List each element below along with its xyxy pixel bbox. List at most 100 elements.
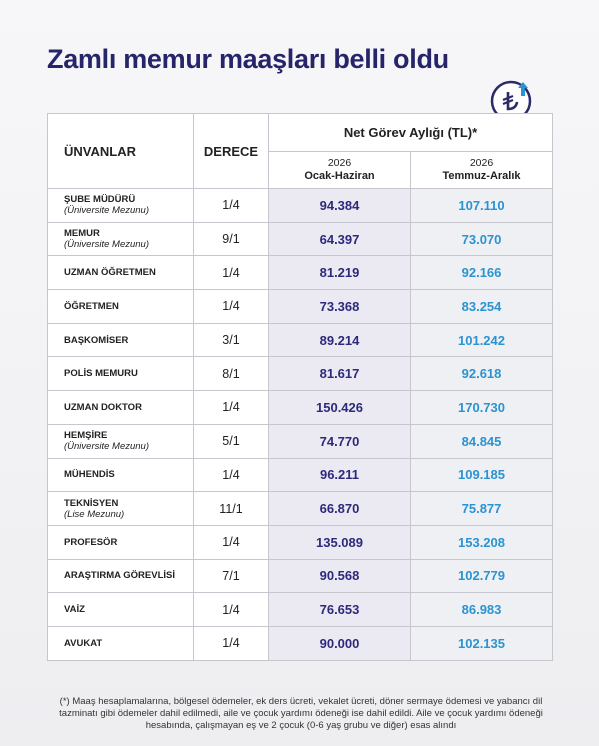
first-half-cell: 94.384	[268, 188, 411, 223]
footnote: (*) Maaş hesaplamalarına, bölgesel ödeme…	[59, 696, 543, 731]
table-row: MÜHENDİS 1/4 96.211 109.185	[47, 457, 554, 493]
grade-cell: 11/1	[193, 491, 269, 526]
table-row: MEMUR (Üniversite Mezunu) 9/1 64.397 73.070	[47, 221, 554, 257]
table-row: TEKNİSYEN (Lise Mezunu) 11/1 66.870 75.877	[47, 491, 554, 526]
lira-icon	[490, 80, 532, 122]
grade-cell: 1/4	[193, 592, 269, 627]
first-half-cell: 90.568	[268, 558, 411, 594]
icon-glyph-bars	[502, 94, 514, 106]
job-subtitle: (Lise Mezunu)	[64, 508, 125, 520]
title-cell: ARAŞTIRMA GÖREVLİSİ	[47, 558, 194, 594]
table-row: ARAŞTIRMA GÖREVLİSİ 7/1 90.568 102.779	[47, 558, 554, 594]
grade-cell: 5/1	[193, 423, 269, 459]
second-half-cell: 107.110	[409, 188, 554, 223]
period-row: 2026 Ocak-Haziran 2026 Temmuz-Aralık	[47, 151, 554, 189]
first-half-cell: 74.770	[268, 423, 411, 459]
icon-glyph	[506, 92, 519, 111]
first-half-cell: 81.219	[268, 255, 411, 291]
title-cell: TEKNİSYEN (Lise Mezunu)	[47, 491, 194, 526]
first-half-cell: 66.870	[268, 491, 411, 526]
title-cell: ŞUBE MÜDÜRÜ (Üniversite Mezunu)	[47, 188, 194, 223]
job-title: MEMUR	[64, 228, 100, 240]
table-row: VAİZ 1/4 76.653 86.983	[47, 592, 554, 627]
table-row: PROFESÖR 1/4 135.089 153.208	[47, 524, 554, 560]
grade-cell: 7/1	[193, 558, 269, 594]
grade-cell: 8/1	[193, 356, 269, 392]
first-half-cell: 90.000	[268, 625, 411, 661]
first-half-cell: 81.617	[268, 356, 411, 392]
title-cell: UZMAN DOKTOR	[47, 390, 194, 425]
second-half-cell: 75.877	[409, 491, 554, 526]
second-half-cell: 84.845	[409, 423, 554, 459]
job-subtitle: (Üniversite Mezunu)	[64, 205, 149, 217]
title-cell: MEMUR (Üniversite Mezunu)	[47, 221, 194, 257]
job-title: UZMAN DOKTOR	[64, 401, 142, 413]
table-row: ÖĞRETMEN 1/4 73.368 83.254	[47, 289, 554, 324]
title-cell: PROFESÖR	[47, 524, 194, 560]
period-label: Ocak-Haziran	[304, 170, 375, 182]
column-header: ÜNVANLAR	[47, 113, 194, 189]
second-half-cell: 102.135	[409, 625, 554, 661]
second-half-cell: 83.254	[409, 289, 554, 324]
job-title: UZMAN ÖĞRETMEN	[64, 267, 156, 279]
job-title: HEMŞİRE	[64, 430, 108, 442]
first-half-cell: 73.368	[268, 289, 411, 324]
second-half-cell: 73.070	[409, 221, 554, 257]
column-header: Net Görev Aylığı (TL)*	[267, 113, 554, 152]
period-header: 2026 Temmuz-Aralık	[409, 151, 554, 189]
job-title: POLİS MEMURU	[64, 368, 138, 380]
job-title: ŞUBE MÜDÜRÜ	[64, 194, 136, 206]
second-half-cell: 101.242	[409, 322, 554, 358]
second-half-cell: 102.779	[409, 558, 554, 594]
table-row: HEMŞİRE (Üniversite Mezunu) 5/1 74.770 84.84…	[47, 423, 554, 459]
first-half-cell: 150.426	[268, 390, 411, 425]
title-cell: UZMAN ÖĞRETMEN	[47, 255, 194, 291]
table-row: UZMAN DOKTOR 1/4 150.426 170.730	[47, 390, 554, 425]
job-title: TEKNİSYEN	[64, 497, 119, 509]
table-row: BAŞKOMİSER 3/1 89.214 101.242	[47, 322, 554, 358]
grade-cell: 1/4	[193, 390, 269, 425]
title-cell: BAŞKOMİSER	[47, 322, 194, 358]
table-row: AVUKAT 1/4 90.000 102.135	[47, 625, 554, 661]
job-subtitle: (Üniversite Mezunu)	[64, 239, 149, 251]
column-header: DERECE	[193, 113, 269, 189]
job-title: ÖĞRETMEN	[64, 300, 119, 312]
first-half-cell: 96.211	[268, 457, 411, 493]
second-half-cell: 170.730	[409, 390, 554, 425]
table-row: ŞUBE MÜDÜRÜ (Üniversite Mezunu) 1/4 94.384 1…	[47, 188, 554, 223]
second-half-cell: 86.983	[409, 592, 554, 627]
grade-cell: 1/4	[193, 289, 269, 324]
table-row: UZMAN ÖĞRETMEN 1/4 81.219 92.166	[47, 255, 554, 291]
first-half-cell: 89.214	[268, 322, 411, 358]
title-cell: ÖĞRETMEN	[47, 289, 194, 324]
grade-cell: 1/4	[193, 255, 269, 291]
table-row: POLİS MEMURU 8/1 81.617 92.618	[47, 356, 554, 392]
job-subtitle: (Üniversite Mezunu)	[64, 441, 149, 453]
job-title: ARAŞTIRMA GÖREVLİSİ	[64, 570, 176, 582]
first-half-cell: 76.653	[268, 592, 411, 627]
header-row: ÜNVANLAR DERECE Net Görev Aylığı (TL)*	[47, 113, 554, 189]
job-title: AVUKAT	[64, 637, 103, 649]
second-half-cell: 92.166	[409, 255, 554, 291]
table-body: ŞUBE MÜDÜRÜ (Üniversite Mezunu) 1/4 94.384 1…	[47, 188, 554, 661]
first-half-cell: 135.089	[268, 524, 411, 560]
first-half-cell: 64.397	[268, 221, 411, 257]
grade-cell: 1/4	[193, 188, 269, 223]
grade-cell: 9/1	[193, 221, 269, 257]
job-title: PROFESÖR	[64, 536, 118, 548]
job-title: MÜHENDİS	[64, 469, 115, 481]
period-header: 2026 Ocak-Haziran	[268, 151, 411, 189]
salary-table: ÜNVANLAR DERECE Net Görev Aylığı (TL)* 2…	[47, 113, 554, 661]
period-year: 2026	[469, 157, 494, 169]
second-half-cell: 109.185	[409, 457, 554, 493]
job-title: BAŞKOMİSER	[64, 334, 129, 346]
second-half-cell: 92.618	[409, 356, 554, 392]
grade-cell: 1/4	[193, 457, 269, 493]
grade-cell: 1/4	[193, 524, 269, 560]
period-label: Temmuz-Aralık	[442, 170, 521, 182]
job-title: VAİZ	[64, 604, 85, 616]
title-cell: AVUKAT	[47, 625, 194, 661]
icon-arrow	[518, 82, 528, 96]
title-cell: MÜHENDİS	[47, 457, 194, 493]
